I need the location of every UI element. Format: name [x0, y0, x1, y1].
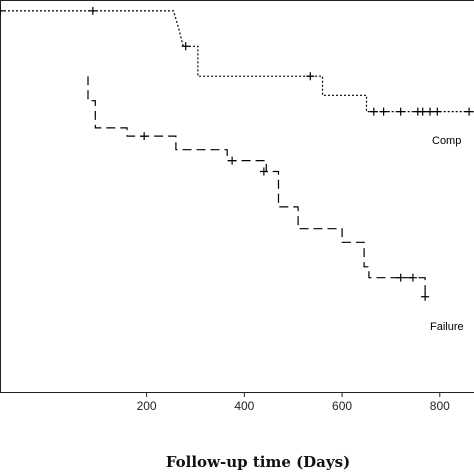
series-line-failure	[87, 76, 426, 300]
censor-mark-comp-0	[0, 6, 4, 15]
x-tick-label-200: 200	[137, 399, 157, 413]
censor-mark-failure-3	[396, 273, 405, 282]
plot-area: Comp Failure	[0, 6, 474, 333]
x-tick-label-400: 400	[234, 399, 254, 413]
x-tick-label-600: 600	[332, 399, 352, 413]
series-line-comp	[0, 10, 474, 113]
censor-mark-comp-9	[426, 107, 435, 116]
censor-mark-comp-2	[181, 42, 190, 51]
censor-mark-comp-11	[465, 107, 474, 116]
censor-mark-failure-2	[259, 167, 268, 176]
censor-mark-comp-10	[433, 107, 442, 116]
censor-mark-comp-4	[369, 107, 378, 116]
censor-mark-comp-6	[396, 107, 405, 116]
x-tick-label-800: 800	[430, 399, 450, 413]
censor-mark-failure-0	[140, 132, 149, 141]
censor-mark-failure-5	[421, 292, 430, 301]
censor-mark-comp-1	[88, 6, 97, 15]
censor-mark-comp-5	[379, 107, 388, 116]
x-axis-title: Follow-up time (Days)	[166, 453, 350, 471]
series-label-failure: Failure	[430, 321, 464, 333]
censor-mark-failure-1	[228, 156, 237, 165]
x-axis: 200 400 600 800	[137, 392, 450, 413]
censor-mark-comp-3	[306, 72, 315, 81]
censor-mark-comp-8	[418, 107, 427, 116]
censor-mark-failure-4	[408, 273, 417, 282]
series-label-comp: Comp	[432, 135, 461, 147]
